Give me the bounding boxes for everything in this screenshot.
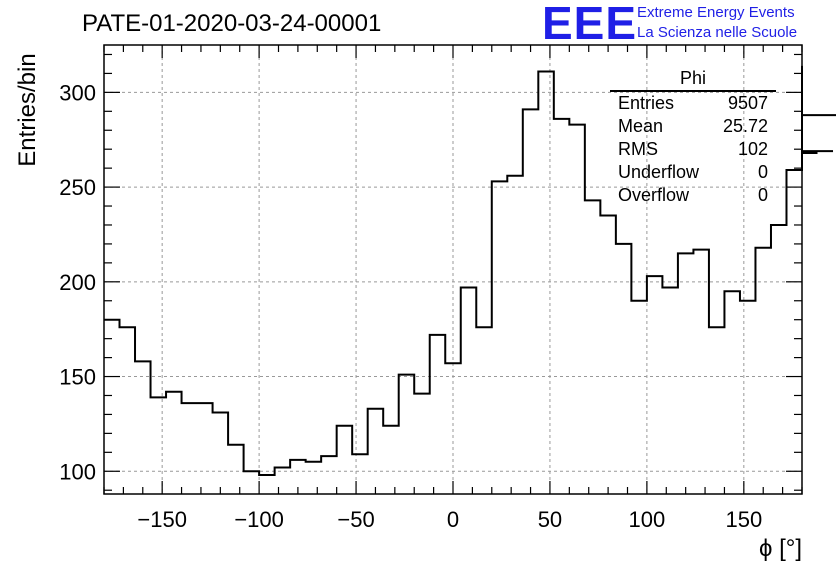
grid-lines <box>104 45 802 494</box>
logo-line-2: La Scienza nelle Scuole <box>637 24 798 41</box>
stat-row-entries: Entries 9507 <box>610 92 776 115</box>
stat-value: 0 <box>757 162 768 182</box>
x-tick-label: 150 <box>725 507 762 532</box>
y-tick-label: 300 <box>59 80 96 105</box>
x-tick-label: 50 <box>538 507 562 532</box>
stat-label: Underflow <box>618 162 700 182</box>
logo-line-1: Extreme Energy Events <box>637 4 795 21</box>
x-tick-label: −100 <box>234 507 284 532</box>
stat-label: RMS <box>618 139 658 159</box>
plot-frame <box>103 44 803 495</box>
stat-label: Entries <box>618 93 675 113</box>
stat-row-rms: RMS 102 <box>610 138 776 161</box>
stat-row-underflow: Underflow 0 <box>610 161 776 184</box>
y-tick-label: 200 <box>59 270 96 295</box>
stats-box: Phi Entries 9507 Mean 25.72 RMS 102 Unde… <box>610 68 776 207</box>
stat-value: 9507 <box>727 93 768 113</box>
stat-row-mean: Mean 25.72 <box>610 115 776 138</box>
y-tick-label: 250 <box>59 175 96 200</box>
histogram-step-line <box>104 65 836 477</box>
stat-row-overflow: Overflow 0 <box>610 184 776 207</box>
stat-label: Overflow <box>618 185 690 205</box>
stat-value: 102 <box>737 139 768 159</box>
x-tick-label: 100 <box>629 507 666 532</box>
eee-logo: EEE <box>542 0 638 49</box>
stat-label: Mean <box>618 116 664 136</box>
y-tick-label: 150 <box>59 365 96 390</box>
tick-labels: −150 −100 −50 0 50 100 150 100 150 200 250 300 <box>59 80 762 532</box>
y-tick-label: 100 <box>59 459 96 484</box>
x-tick-label: −50 <box>337 507 374 532</box>
chart-title: PATE-01-2020-03-24-00001 <box>82 10 382 37</box>
y-axis-label: Entries/bin <box>14 53 41 167</box>
stat-value: 0 <box>757 185 768 205</box>
x-tick-label: −150 <box>137 507 187 532</box>
x-axis-label: ϕ [°] <box>758 535 802 562</box>
stat-value: 25.72 <box>722 116 768 136</box>
x-tick-label: 0 <box>447 507 459 532</box>
stats-title: Phi <box>610 68 776 92</box>
